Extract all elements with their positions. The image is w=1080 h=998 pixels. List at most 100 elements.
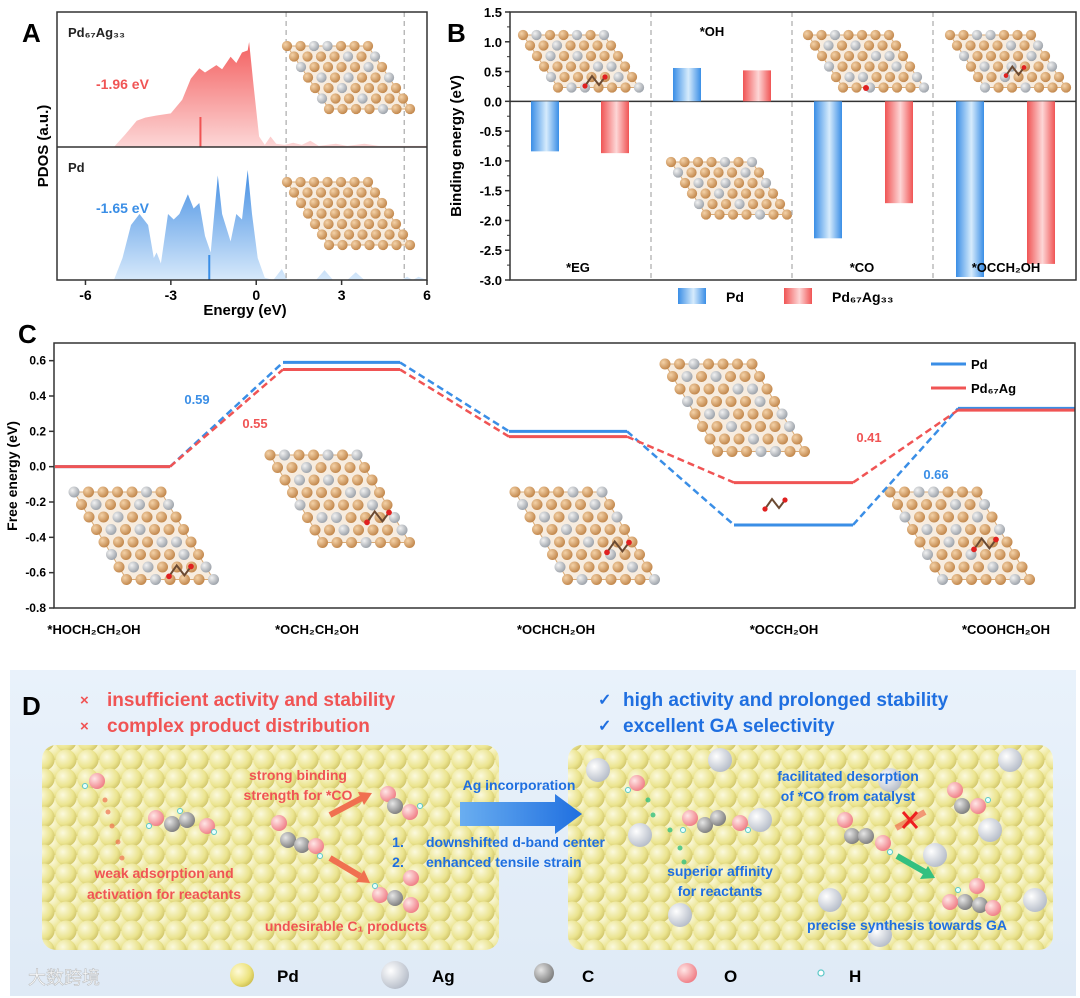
pd-atom <box>370 208 381 219</box>
interaction-dot <box>115 839 121 845</box>
ag-atom <box>829 29 841 41</box>
pd-atom <box>986 511 998 523</box>
energy-barrier-label: 0.59 <box>184 392 209 407</box>
ag-atom <box>149 573 162 586</box>
pd-atom <box>733 156 744 168</box>
atomic-structure-inset <box>509 486 661 586</box>
atomic-structure-inset <box>517 29 645 93</box>
pd-atom <box>281 176 293 188</box>
c-atom <box>294 837 310 853</box>
transition-pd <box>852 407 959 526</box>
pd-atom <box>679 177 691 189</box>
pd-atom <box>904 61 916 72</box>
ag-atom <box>755 445 767 458</box>
energy-barrier-label: 0.41 <box>856 430 881 445</box>
free-energy-structure-insets <box>68 358 1036 586</box>
pd-atom <box>611 536 624 548</box>
adsorbate-molecule <box>762 497 788 512</box>
pd-atom <box>362 40 374 52</box>
pd-atom <box>711 420 723 433</box>
pd-atom <box>286 461 298 474</box>
ag-atom <box>725 420 738 433</box>
pd-atom <box>364 103 375 115</box>
pd-atom <box>337 239 348 251</box>
h-atom-icon <box>817 969 825 977</box>
pd-atom <box>906 523 919 536</box>
h-atom <box>680 827 686 833</box>
pd-atom <box>336 449 349 461</box>
pd-atom <box>345 536 358 549</box>
pd-atom <box>619 61 631 72</box>
ag-atom <box>740 167 751 178</box>
pd-atom <box>366 474 378 486</box>
pd-atom <box>1016 561 1028 573</box>
pd-atom <box>264 449 276 461</box>
pd-atom <box>349 40 360 52</box>
pd-atom <box>905 82 916 93</box>
reason-2: enhanced tensile strain <box>426 854 582 870</box>
x-tick-label: -3 <box>165 287 178 303</box>
pd-atom <box>633 548 646 561</box>
free-energy-plot-frame <box>53 342 1076 609</box>
bond <box>1005 64 1025 77</box>
binding-y-axis-label: Binding energy (eV) <box>448 75 465 217</box>
precise-synthesis-label: precise synthesis towards GA <box>807 917 1007 933</box>
pd-atom <box>397 229 409 240</box>
bond <box>366 509 390 523</box>
atomic-structure-inset <box>281 40 416 115</box>
pd-atom <box>928 511 940 523</box>
arrowhead <box>356 870 370 883</box>
pd-atom <box>599 50 610 62</box>
pd-atom <box>301 486 313 499</box>
ag-atom <box>606 61 617 72</box>
pd-atom <box>706 177 718 189</box>
pd-atom <box>329 187 340 198</box>
c-atom <box>280 832 296 848</box>
pd-atom <box>884 71 896 83</box>
ag-atom <box>693 177 704 189</box>
ag-atom <box>170 536 183 548</box>
pd-atom <box>935 523 948 536</box>
pd-atom <box>689 408 701 420</box>
pd-atom <box>992 61 1004 72</box>
pd-atom <box>965 61 977 72</box>
pd-atom <box>1039 50 1051 62</box>
o-atom <box>148 810 164 826</box>
pd-atom <box>351 474 364 486</box>
c-atom <box>844 828 860 844</box>
o-atom <box>969 878 985 894</box>
ag-atom <box>396 524 408 536</box>
cross-icon: × <box>80 718 89 735</box>
ag-atom <box>363 61 374 73</box>
pd-atom <box>942 511 955 523</box>
o-atom <box>364 519 370 526</box>
ag-atom <box>718 408 730 420</box>
ag-atom <box>891 61 902 72</box>
ag-atom <box>383 72 395 83</box>
binding-y-ticks: 1.5 1.0 0.5 0.0 -0.5 -1.0 -1.5 -2.0 -2.5 -3.0 <box>480 5 510 288</box>
ag-atom <box>681 395 694 408</box>
pd-atom <box>890 40 902 51</box>
pd-atom <box>897 50 909 62</box>
y-tick-label: -1.5 <box>480 184 502 199</box>
ag-atom <box>589 498 601 511</box>
pd-atom <box>769 420 781 433</box>
ag-atom <box>850 40 861 51</box>
panel-c: C 0.6 0.4 0.2 0.0 -0.2 -0.4 -0.6 -0.8 *HOCH₂CH₂… <box>4 319 1076 637</box>
y-tick-label: 0.4 <box>29 389 46 403</box>
ag-atom <box>823 61 835 72</box>
ag-atom <box>648 573 661 586</box>
o-atom <box>602 74 608 80</box>
pd-atom <box>111 486 124 498</box>
pd-atom <box>999 50 1010 62</box>
pd-atom <box>944 29 956 41</box>
adsorbed-molecules <box>82 773 1001 916</box>
legend-label-pd: Pd <box>726 289 744 305</box>
pd-atom <box>1012 50 1024 62</box>
pd-atom <box>531 498 543 511</box>
bond <box>764 497 786 510</box>
o-atom <box>380 786 396 802</box>
pd-atom <box>301 511 314 524</box>
x-tick-label: 6 <box>423 287 431 303</box>
pd-atom <box>696 420 709 433</box>
